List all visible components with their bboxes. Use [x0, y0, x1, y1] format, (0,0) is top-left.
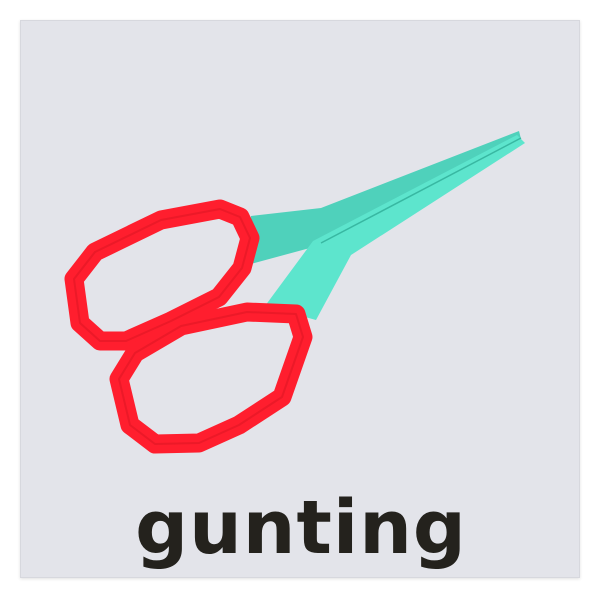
scissors-blade-lower	[265, 135, 525, 320]
scissors-blade-upper	[247, 131, 521, 265]
scissors-handle-upper	[64, 199, 260, 351]
word-label: gunting	[135, 485, 467, 571]
scissors-handle-lower	[109, 302, 313, 454]
flashcard: gunting	[20, 20, 580, 578]
scissors-icon	[64, 131, 525, 454]
